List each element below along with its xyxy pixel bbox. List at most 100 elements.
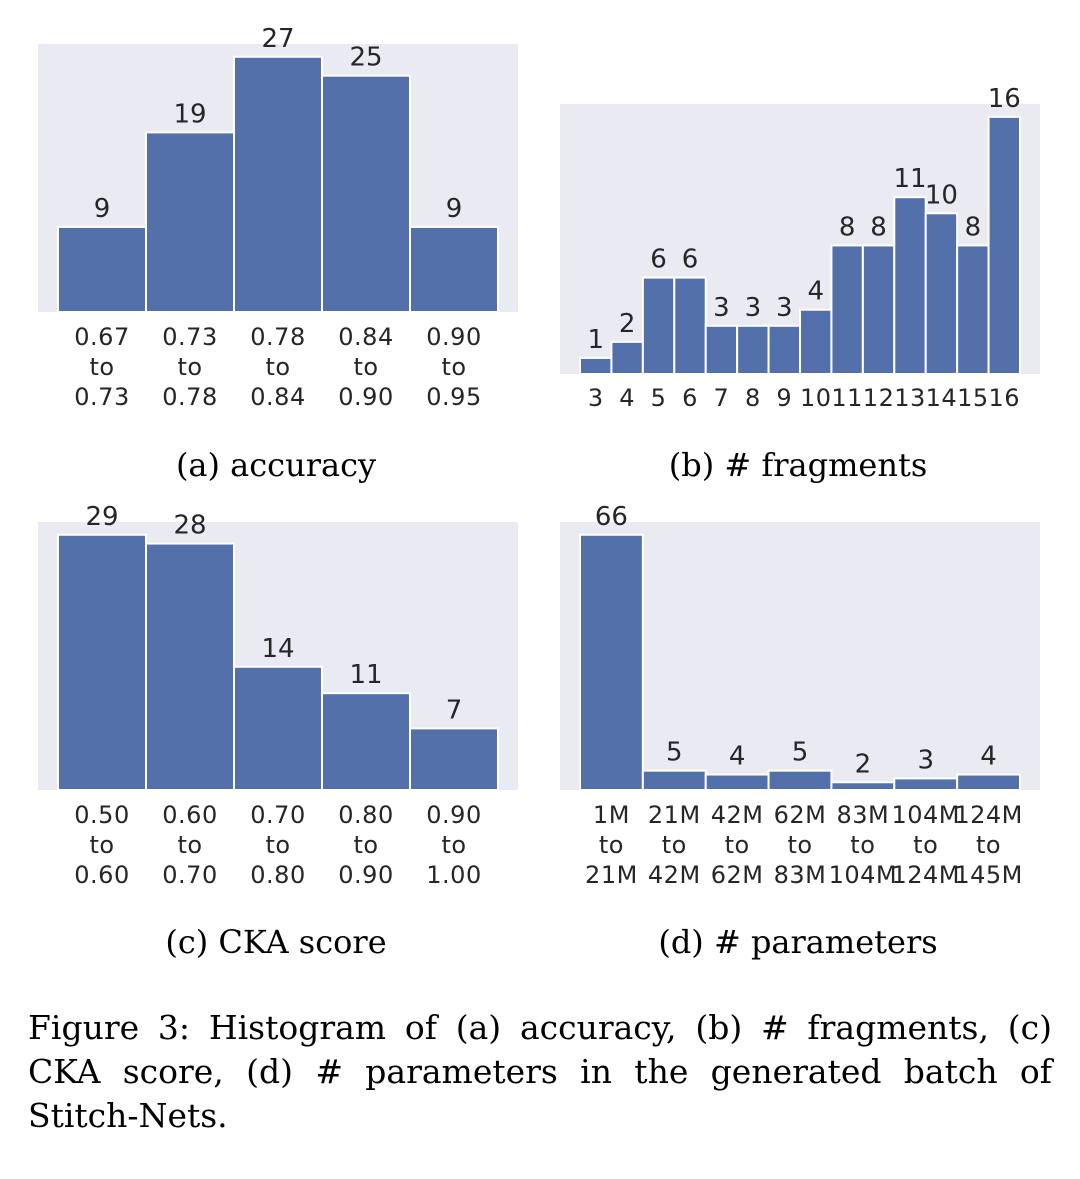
bar-value-label: 9 bbox=[94, 194, 111, 224]
x-tick-label: to bbox=[725, 831, 750, 859]
bar-value-label: 6 bbox=[682, 245, 699, 275]
x-tick-label: 0.90 bbox=[426, 323, 481, 351]
x-tick-label: to bbox=[850, 831, 875, 859]
bar bbox=[321, 692, 411, 791]
x-tick-label: 10 bbox=[800, 384, 832, 412]
x-tick-label: to bbox=[89, 353, 114, 381]
bar bbox=[830, 244, 864, 375]
bar bbox=[956, 244, 990, 375]
bar-value-label: 4 bbox=[729, 742, 746, 772]
x-tick-label: 0.67 bbox=[74, 323, 129, 351]
bar-value-label: 66 bbox=[595, 502, 628, 532]
x-tick-label: 83M bbox=[774, 861, 827, 889]
bar-value-label: 9 bbox=[446, 194, 463, 224]
bar-value-label: 1 bbox=[587, 325, 604, 355]
bar-value-label: 19 bbox=[173, 99, 206, 129]
bar bbox=[233, 55, 323, 314]
bar-value-label: 8 bbox=[839, 212, 856, 242]
bar bbox=[579, 533, 644, 791]
x-tick-label: 0.73 bbox=[162, 323, 217, 351]
bar-value-label: 11 bbox=[893, 164, 926, 194]
chart-c: 290.50to0.60280.60to0.70140.70to0.80110.… bbox=[38, 502, 518, 961]
bar bbox=[57, 533, 147, 791]
x-tick-label: 16 bbox=[989, 384, 1021, 412]
x-tick-label: 21M bbox=[585, 861, 638, 889]
bar bbox=[893, 777, 959, 791]
x-tick-label: 12 bbox=[863, 384, 895, 412]
subplot-caption: (d) # parameters bbox=[658, 923, 937, 961]
x-tick-label: 0.70 bbox=[162, 861, 217, 889]
bar-value-label: 3 bbox=[713, 293, 730, 323]
bar bbox=[704, 773, 770, 791]
x-tick-label: 104M bbox=[891, 801, 960, 829]
x-tick-label: 0.80 bbox=[338, 801, 393, 829]
x-tick-label: 0.50 bbox=[74, 801, 129, 829]
x-tick-label: 104M bbox=[829, 861, 898, 889]
bar bbox=[861, 244, 896, 375]
x-tick-label: 124M bbox=[891, 861, 960, 889]
x-tick-label: 145M bbox=[954, 861, 1023, 889]
x-tick-label: 0.60 bbox=[162, 801, 217, 829]
x-tick-label: to bbox=[913, 831, 938, 859]
x-tick-label: 0.90 bbox=[426, 801, 481, 829]
bar-value-label: 25 bbox=[349, 43, 382, 73]
figure-caption: Figure 3: Histogram of (a) accuracy, (b)… bbox=[28, 1008, 1052, 1135]
bar-value-label: 6 bbox=[650, 245, 667, 275]
x-tick-label: to bbox=[662, 831, 687, 859]
x-tick-label: to bbox=[599, 831, 624, 859]
bar bbox=[673, 276, 707, 376]
x-tick-label: 0.90 bbox=[338, 861, 393, 889]
bar-value-label: 14 bbox=[261, 634, 294, 664]
bar bbox=[145, 542, 235, 792]
bar-value-label: 10 bbox=[925, 180, 958, 210]
bar-value-label: 2 bbox=[855, 749, 872, 779]
bar bbox=[987, 115, 1021, 375]
bar-value-label: 5 bbox=[666, 738, 683, 768]
x-tick-label: 62M bbox=[774, 801, 827, 829]
bar-value-label: 29 bbox=[85, 502, 118, 532]
x-tick-label: 1.00 bbox=[426, 861, 481, 889]
x-tick-label: to bbox=[177, 353, 202, 381]
x-tick-label: 1M bbox=[593, 801, 630, 829]
bar bbox=[736, 324, 770, 375]
x-tick-label: 13 bbox=[894, 384, 926, 412]
subplot-caption: (c) CKA score bbox=[165, 923, 386, 961]
x-tick-label: 0.90 bbox=[338, 383, 393, 411]
bar bbox=[409, 727, 499, 792]
bar bbox=[579, 356, 613, 375]
x-tick-label: 6 bbox=[682, 384, 698, 412]
bar bbox=[924, 212, 959, 375]
x-tick-label: 0.70 bbox=[250, 801, 305, 829]
x-tick-label: to bbox=[787, 831, 812, 859]
x-tick-label: 3 bbox=[588, 384, 604, 412]
bar bbox=[956, 773, 1022, 791]
x-tick-label: 11 bbox=[831, 384, 863, 412]
bar-value-label: 11 bbox=[349, 660, 382, 690]
bar bbox=[409, 225, 499, 314]
bar bbox=[610, 340, 644, 376]
x-tick-label: 124M bbox=[954, 801, 1023, 829]
x-tick-label: 9 bbox=[776, 384, 792, 412]
bar-value-label: 3 bbox=[776, 293, 793, 323]
bar-value-label: 3 bbox=[745, 293, 762, 323]
x-tick-label: 5 bbox=[651, 384, 667, 412]
bar-value-label: 8 bbox=[965, 212, 982, 242]
subplot-caption: (b) # fragments bbox=[669, 446, 927, 484]
bar bbox=[641, 276, 676, 376]
bar-value-label: 4 bbox=[980, 742, 997, 772]
x-tick-label: 83M bbox=[836, 801, 889, 829]
bar bbox=[893, 196, 927, 375]
x-tick-label: 7 bbox=[714, 384, 730, 412]
bar bbox=[641, 769, 707, 791]
x-tick-label: to bbox=[353, 353, 378, 381]
bar bbox=[57, 225, 147, 314]
bar-value-label: 8 bbox=[870, 212, 887, 242]
x-tick-label: to bbox=[265, 831, 290, 859]
bar bbox=[799, 308, 833, 376]
subplot-caption: (a) accuracy bbox=[176, 446, 376, 484]
x-tick-label: 14 bbox=[926, 384, 958, 412]
x-tick-label: 0.84 bbox=[338, 323, 393, 351]
bar-value-label: 16 bbox=[988, 84, 1021, 114]
bar bbox=[704, 324, 739, 375]
